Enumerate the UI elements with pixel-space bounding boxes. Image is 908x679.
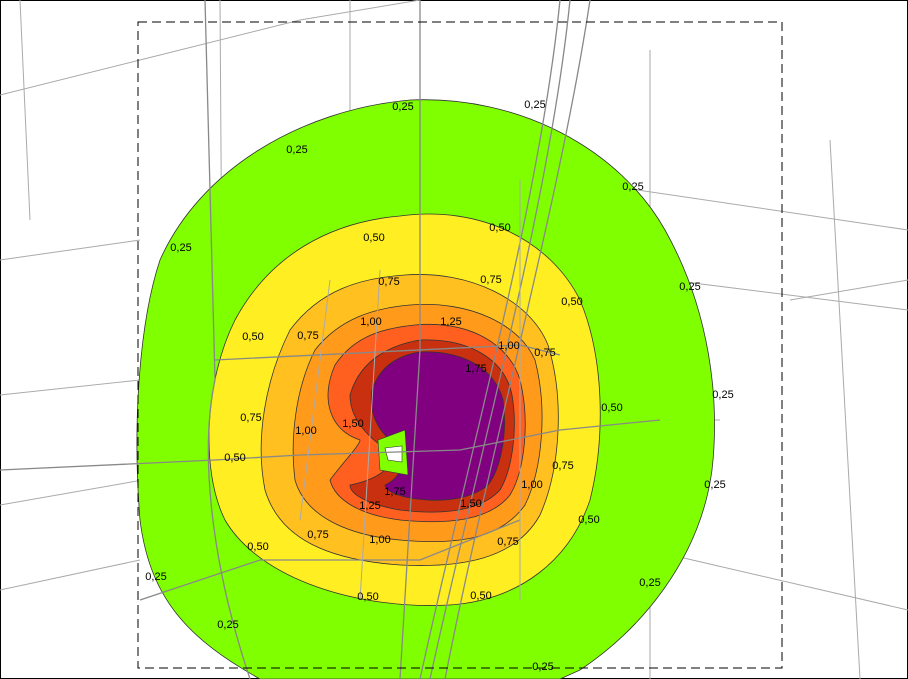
contour-label: 1,00 xyxy=(498,340,519,352)
contour-labels: 0,25 0,25 0,25 0,25 0,25 0,25 0,25 0,25 0,25 0,25… xyxy=(145,99,733,673)
contour-label: 0,50 xyxy=(247,541,268,553)
contour-label: 0,25 xyxy=(145,571,166,583)
contour-label: 1,00 xyxy=(295,425,316,437)
contour-label: 1,50 xyxy=(342,418,363,430)
road xyxy=(0,239,141,261)
contour-label: 0,25 xyxy=(532,661,553,673)
contour-band xyxy=(384,445,403,463)
contour-label: 1,00 xyxy=(369,534,390,546)
road xyxy=(204,0,251,679)
contour-label: 0,75 xyxy=(307,529,328,541)
contour-label: 1,25 xyxy=(440,316,461,328)
contour-label: 1,25 xyxy=(359,500,380,512)
road xyxy=(789,279,908,301)
contour-label: 0,25 xyxy=(286,144,307,156)
contour-label: 0,75 xyxy=(240,412,261,424)
contour-label: 0,25 xyxy=(217,619,238,631)
contour-label: 0,50 xyxy=(470,590,491,602)
contour-label: 0,25 xyxy=(524,99,545,111)
contour-label: 1,50 xyxy=(460,498,481,510)
contour-label: 0,75 xyxy=(297,330,318,342)
contour-label: 0,25 xyxy=(392,101,413,113)
roads xyxy=(0,0,661,679)
contour-label: 0,75 xyxy=(497,536,518,548)
road xyxy=(139,519,521,601)
contour-label: 0,50 xyxy=(489,222,510,234)
contour-label: 0,75 xyxy=(552,460,573,472)
contour-label: 0,50 xyxy=(357,591,378,603)
road xyxy=(0,559,141,591)
contour-label: 0,75 xyxy=(534,347,555,359)
contours xyxy=(136,99,715,679)
contour-label: 0,25 xyxy=(170,242,191,254)
contour-label: 0,50 xyxy=(578,514,599,526)
contour-label: 0,25 xyxy=(704,479,725,491)
contour-label: 0,25 xyxy=(679,281,700,293)
contour-label: 0,75 xyxy=(378,276,399,288)
contour-label: 0,50 xyxy=(601,402,622,414)
domain-boundary xyxy=(137,21,783,669)
road xyxy=(444,0,591,679)
contour-label: 0,50 xyxy=(363,232,384,244)
contour-label: 1,75 xyxy=(465,363,486,375)
road xyxy=(359,269,381,601)
contour-label: 1,00 xyxy=(360,316,381,328)
road xyxy=(429,0,571,679)
road xyxy=(19,0,31,221)
road xyxy=(299,279,331,521)
contour-label: 0,25 xyxy=(712,389,733,401)
contour-label: 0,25 xyxy=(639,577,660,589)
contour-label: 0,50 xyxy=(224,452,245,464)
contour-label: 0,75 xyxy=(480,274,501,286)
road xyxy=(0,419,661,471)
road xyxy=(0,379,141,396)
contour-label: 0,50 xyxy=(561,296,582,308)
contour-label: 1,75 xyxy=(384,486,405,498)
road xyxy=(419,0,561,679)
contour-label: 0,50 xyxy=(242,331,263,343)
contour-label: 1,00 xyxy=(521,479,542,491)
road xyxy=(829,139,861,679)
contour-label: 0,25 xyxy=(622,181,643,193)
